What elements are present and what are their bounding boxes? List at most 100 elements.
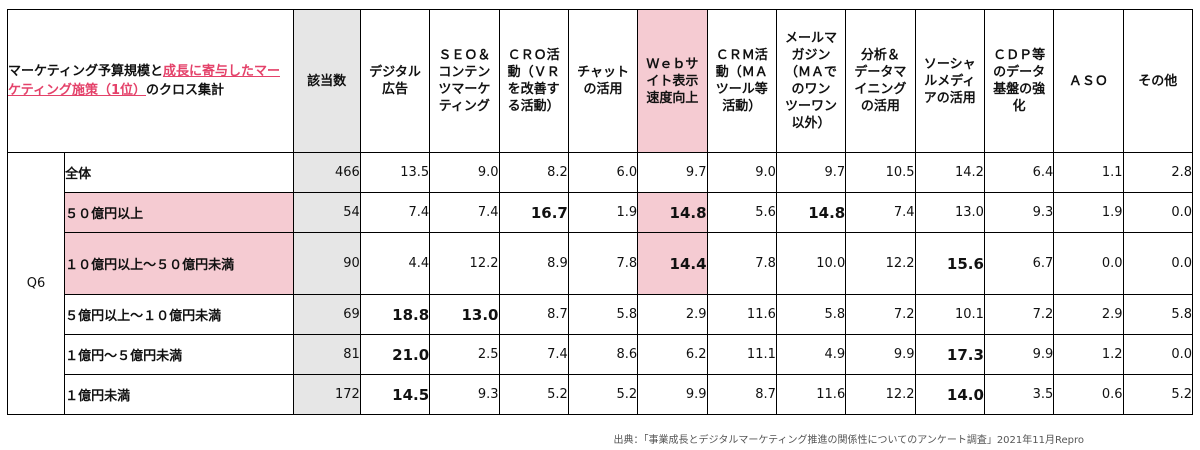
value-cell: 7.4 [845,192,916,233]
value-cell: 5.6 [706,192,777,233]
col-header-site-speed: Ｗｅｂサ イト表示 速度向上 [637,9,708,153]
value-cell: 9.0 [429,152,500,193]
value-cell: 0.0 [1122,232,1194,295]
value-cell: 6.7 [983,232,1055,295]
value-cell: 2.5 [429,334,500,375]
value-cell: 11.6 [706,294,777,335]
col-header-cdp: ＣＤＰ等 のデータ 基盤の強 化 [983,9,1055,153]
value-cell: 5.2 [498,374,569,415]
header-row: マーケティング予算規模と成長に寄与したマーケティング施策（1位）のクロス集計 該… [7,9,1194,153]
value-cell: 8.2 [498,152,569,193]
count-cell: 172 [292,374,361,415]
value-cell: 7.4 [498,334,569,375]
value-cell: 9.9 [637,374,708,415]
value-cell: 12.2 [845,374,916,415]
value-cell: 3.5 [983,374,1055,415]
row-label: １億円未満 [64,374,294,415]
value-cell: 9.9 [845,334,916,375]
cross-tab-table: マーケティング予算規模と成長に寄与したマーケティング施策（1位）のクロス集計 該… [6,9,1194,415]
value-cell: 0.0 [1053,232,1124,295]
col-header-crm: ＣＲＭ活 動（ＭＡ ツール等 活動） [706,9,777,153]
value-cell: 9.0 [706,152,777,193]
value-cell: 16.7 [498,192,569,233]
value-cell: 9.7 [637,152,708,193]
table-title: マーケティング予算規模と成長に寄与したマーケティング施策（1位）のクロス集計 [7,9,294,153]
value-cell: 4.4 [359,232,431,295]
value-cell: 8.9 [498,232,569,295]
value-cell: 5.8 [567,294,639,335]
value-cell: 14.8 [775,192,847,233]
value-cell: 1.2 [1053,334,1124,375]
col-header-analytics: 分析＆ データマ イニング の活用 [845,9,916,153]
value-cell: 18.8 [359,294,431,335]
table-row: ５億円以上～１０億円未満 69 18.8 13.0 8.7 5.8 2.9 11… [8,294,1194,335]
value-cell: 14.2 [914,152,985,193]
value-cell: 15.6 [914,232,985,295]
table-row: １億円未満 172 14.5 9.3 5.2 5.2 9.9 8.7 11.6 … [8,374,1194,415]
value-cell: 9.9 [983,334,1055,375]
title-highlight: 成長に寄与したマーケティング施策（1位） [8,64,280,98]
value-cell: 13.5 [359,152,431,193]
value-cell: 7.4 [429,192,500,233]
value-cell: 13.0 [429,294,500,335]
count-cell: 466 [292,152,361,193]
question-label: Q6 [6,152,66,415]
count-cell: 81 [292,334,361,375]
count-cell: 54 [292,192,361,233]
value-cell: 4.9 [775,334,847,375]
value-cell: 9.3 [983,192,1055,233]
value-cell: 9.7 [775,152,847,193]
value-cell: 10.1 [914,294,985,335]
col-header-seo: ＳＥＯ＆ コンテン ツマーケ ティング [429,9,500,153]
value-cell: 6.0 [567,152,639,193]
value-cell: 13.0 [914,192,985,233]
col-header-mail-magazine: メールマ ガジン （ＭＡで のワン ツーワン 以外） [775,9,847,153]
value-cell: 5.8 [775,294,847,335]
value-cell: 17.3 [914,334,985,375]
source-note: 出典：「事業成長とデジタルマーケティング推進の関係性についてのアンケート調査」2… [613,435,1084,446]
value-cell: 14.4 [637,232,708,295]
value-cell: 7.8 [706,232,777,295]
row-label: ５億円以上～１０億円未満 [64,294,294,335]
value-cell: 7.8 [567,232,639,295]
value-cell: 0.0 [1122,334,1194,375]
col-header-count: 該当数 [292,9,361,153]
col-header-chat: チャット の活用 [567,9,639,153]
row-label: １０億円以上～５０億円未満 [64,232,294,295]
col-header-other: その他 [1122,9,1194,153]
value-cell: 12.2 [845,232,916,295]
row-label: 全体 [64,152,294,193]
value-cell: 2.8 [1122,152,1194,193]
row-label: ５０億円以上 [64,192,294,233]
value-cell: 6.4 [983,152,1055,193]
value-cell: 14.5 [359,374,431,415]
value-cell: 2.9 [637,294,708,335]
value-cell: 7.4 [359,192,431,233]
value-cell: 2.9 [1053,294,1124,335]
table-row: １億円～５億円未満 81 21.0 2.5 7.4 8.6 6.2 11.1 4… [8,334,1194,375]
value-cell: 9.3 [429,374,500,415]
value-cell: 7.2 [845,294,916,335]
value-cell: 11.1 [706,334,777,375]
value-cell: 10.5 [845,152,916,193]
value-cell: 14.8 [637,192,708,233]
value-cell: 11.6 [775,374,847,415]
value-cell: 10.0 [775,232,847,295]
table-row: Q6 全体 466 13.5 9.0 8.2 6.0 9.7 9.0 9.7 1… [6,152,1194,415]
row-label: １億円～５億円未満 [64,334,294,375]
value-cell: 7.2 [983,294,1055,335]
value-cell: 8.7 [706,374,777,415]
value-cell: 14.0 [914,374,985,415]
count-cell: 69 [292,294,361,335]
count-cell: 90 [292,232,361,295]
table-row: １０億円以上～５０億円未満 90 4.4 12.2 8.9 7.8 14.4 7… [8,232,1194,295]
value-cell: 6.2 [637,334,708,375]
value-cell: 8.7 [498,294,569,335]
value-cell: 1.1 [1053,152,1124,193]
value-cell: 5.2 [1122,374,1194,415]
value-cell: 0.6 [1053,374,1124,415]
value-cell: 0.0 [1122,192,1194,233]
value-cell: 1.9 [567,192,639,233]
value-cell: 12.2 [429,232,500,295]
col-header-aso: ＡＳＯ [1053,9,1124,153]
